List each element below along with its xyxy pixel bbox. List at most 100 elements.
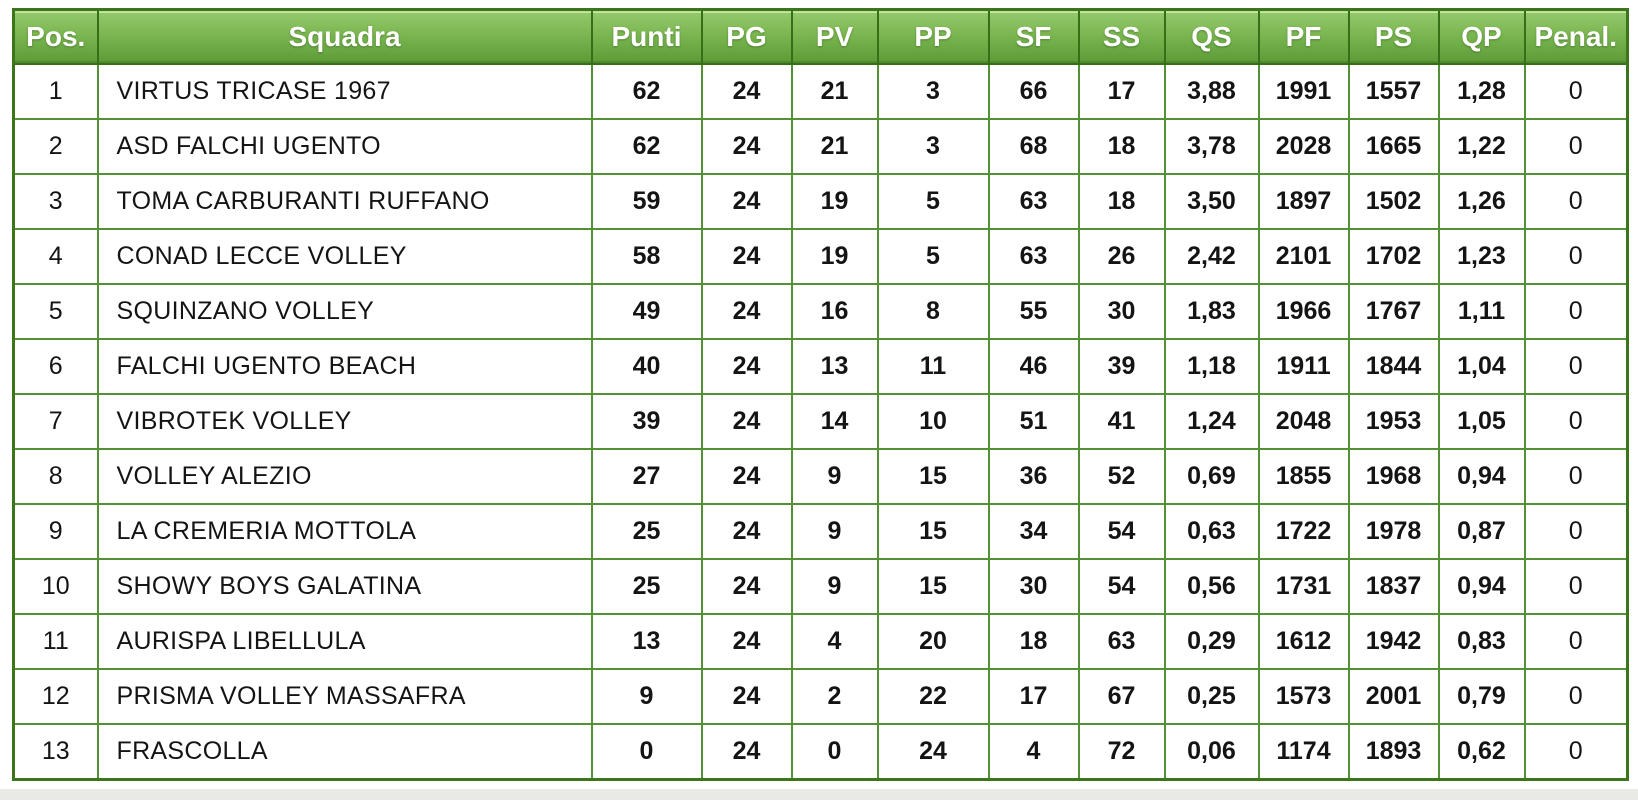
- cell-qs: 1,24: [1163, 393, 1260, 450]
- column-header-pg: PG: [700, 8, 793, 65]
- table-row: 1 VIRTUS TRICASE 1967 62 24 21 3 66 17 3,88 1991 1…: [12, 63, 1629, 120]
- cell-qp: 1,23: [1437, 228, 1526, 285]
- cell-punti: 9: [590, 668, 703, 725]
- cell-pg: 24: [700, 63, 793, 120]
- table-row: 12 PRISMA VOLLEY MASSAFRA 9 24 2 22 17 67 0,25 15…: [12, 668, 1629, 725]
- table-row: 5 SQUINZANO VOLLEY 49 24 16 8 55 30 1,83 1966 1767…: [12, 283, 1629, 340]
- cell-qs: 0,06: [1163, 723, 1260, 781]
- cell-punti: 25: [590, 558, 703, 615]
- cell-ss: 17: [1077, 63, 1166, 120]
- cell-pf: 1855: [1257, 448, 1350, 505]
- cell-pp: 15: [876, 503, 990, 560]
- cell-penal: 0: [1523, 283, 1629, 340]
- cell-punti: 39: [590, 393, 703, 450]
- cell-pos: 5: [12, 283, 99, 340]
- cell-pg: 24: [700, 668, 793, 725]
- cell-pg: 24: [700, 283, 793, 340]
- cell-punti: 49: [590, 283, 703, 340]
- page-bottom-strip: [0, 789, 1638, 800]
- cell-qp: 1,05: [1437, 393, 1526, 450]
- cell-pf: 1573: [1257, 668, 1350, 725]
- cell-pp: 10: [876, 393, 990, 450]
- cell-pf: 2048: [1257, 393, 1350, 450]
- column-header-pp: PP: [876, 8, 990, 65]
- cell-pv: 4: [790, 613, 879, 670]
- cell-ss: 26: [1077, 228, 1166, 285]
- table-row: 11 AURISPA LIBELLULA 13 24 4 20 18 63 0,29 1612 19…: [12, 613, 1629, 670]
- cell-penal: 0: [1523, 118, 1629, 175]
- column-header-pv: PV: [790, 8, 879, 65]
- cell-team: LA CREMERIA MOTTOLA: [96, 503, 593, 560]
- table-row: 2 ASD FALCHI UGENTO 62 24 21 3 68 18 3,78 2028 166…: [12, 118, 1629, 175]
- cell-sf: 55: [987, 283, 1080, 340]
- cell-pos: 4: [12, 228, 99, 285]
- cell-team: FALCHI UGENTO BEACH: [96, 338, 593, 395]
- cell-ps: 1844: [1347, 338, 1440, 395]
- cell-penal: 0: [1523, 723, 1629, 781]
- cell-qs: 3,50: [1163, 173, 1260, 230]
- cell-pv: 13: [790, 338, 879, 395]
- cell-pos: 3: [12, 173, 99, 230]
- cell-pg: 24: [700, 448, 793, 505]
- column-header-qs: QS: [1163, 8, 1260, 65]
- cell-ps: 1665: [1347, 118, 1440, 175]
- cell-pf: 2028: [1257, 118, 1350, 175]
- table-row: 7 VIBROTEK VOLLEY 39 24 14 10 51 41 1,24 2048 1953…: [12, 393, 1629, 450]
- table-row: 4 CONAD LECCE VOLLEY 58 24 19 5 63 26 2,42 2101 17…: [12, 228, 1629, 285]
- cell-sf: 34: [987, 503, 1080, 560]
- column-header-sf: SF: [987, 8, 1080, 65]
- cell-punti: 13: [590, 613, 703, 670]
- cell-team: SQUINZANO VOLLEY: [96, 283, 593, 340]
- cell-pp: 22: [876, 668, 990, 725]
- cell-sf: 30: [987, 558, 1080, 615]
- cell-pos: 12: [12, 668, 99, 725]
- cell-qp: 0,87: [1437, 503, 1526, 560]
- column-header-pf: PF: [1257, 8, 1350, 65]
- cell-penal: 0: [1523, 173, 1629, 230]
- cell-pos: 6: [12, 338, 99, 395]
- cell-sf: 68: [987, 118, 1080, 175]
- cell-ss: 41: [1077, 393, 1166, 450]
- cell-pp: 5: [876, 173, 990, 230]
- cell-pv: 21: [790, 118, 879, 175]
- cell-ps: 1502: [1347, 173, 1440, 230]
- cell-qp: 0,62: [1437, 723, 1526, 781]
- column-header-team: Squadra: [96, 8, 593, 65]
- cell-ss: 54: [1077, 558, 1166, 615]
- cell-pp: 3: [876, 118, 990, 175]
- cell-sf: 51: [987, 393, 1080, 450]
- cell-ss: 63: [1077, 613, 1166, 670]
- cell-qp: 0,79: [1437, 668, 1526, 725]
- cell-pv: 21: [790, 63, 879, 120]
- cell-pv: 9: [790, 558, 879, 615]
- column-header-ps: PS: [1347, 8, 1440, 65]
- cell-team: AURISPA LIBELLULA: [96, 613, 593, 670]
- cell-qs: 0,56: [1163, 558, 1260, 615]
- cell-ps: 2001: [1347, 668, 1440, 725]
- cell-pos: 13: [12, 723, 99, 781]
- cell-qs: 0,69: [1163, 448, 1260, 505]
- cell-penal: 0: [1523, 338, 1629, 395]
- cell-ss: 67: [1077, 668, 1166, 725]
- cell-pv: 19: [790, 173, 879, 230]
- cell-ps: 1968: [1347, 448, 1440, 505]
- cell-qp: 1,26: [1437, 173, 1526, 230]
- column-header-qp: QP: [1437, 8, 1526, 65]
- cell-qs: 0,63: [1163, 503, 1260, 560]
- table-row: 10 SHOWY BOYS GALATINA 25 24 9 15 30 54 0,56 1731…: [12, 558, 1629, 615]
- cell-pp: 15: [876, 448, 990, 505]
- cell-pf: 1612: [1257, 613, 1350, 670]
- cell-team: FRASCOLLA: [96, 723, 593, 781]
- cell-pg: 24: [700, 613, 793, 670]
- cell-ss: 72: [1077, 723, 1166, 781]
- cell-pg: 24: [700, 503, 793, 560]
- cell-ss: 52: [1077, 448, 1166, 505]
- cell-pp: 20: [876, 613, 990, 670]
- cell-pos: 8: [12, 448, 99, 505]
- cell-qs: 0,25: [1163, 668, 1260, 725]
- cell-pf: 2101: [1257, 228, 1350, 285]
- cell-pv: 19: [790, 228, 879, 285]
- cell-team: PRISMA VOLLEY MASSAFRA: [96, 668, 593, 725]
- cell-punti: 27: [590, 448, 703, 505]
- cell-qp: 0,83: [1437, 613, 1526, 670]
